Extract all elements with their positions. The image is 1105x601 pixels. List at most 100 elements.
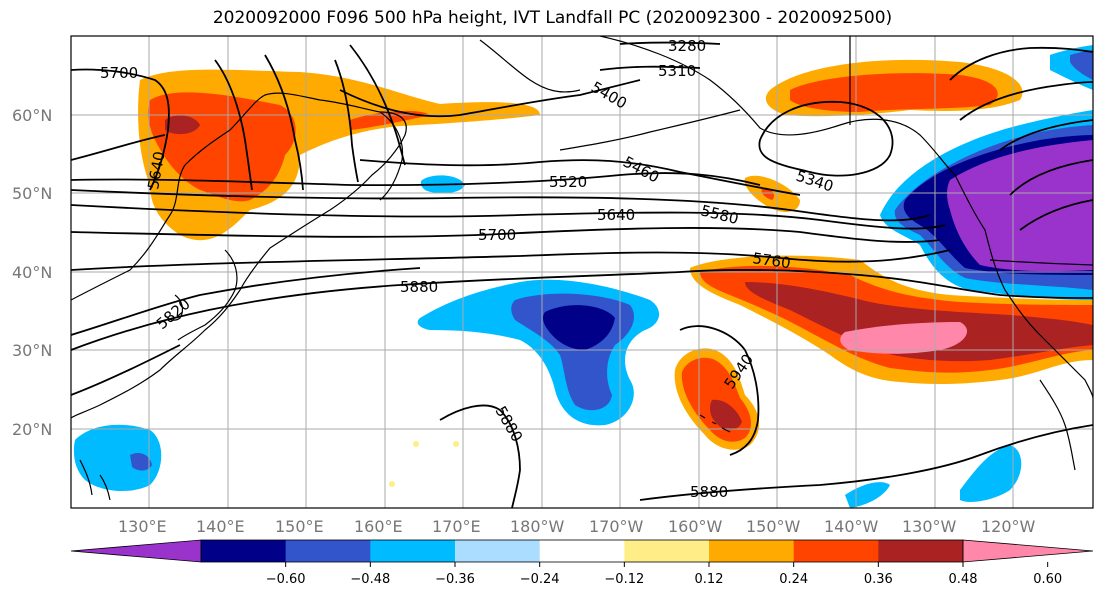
ivt-negative-core-sw	[130, 453, 152, 471]
contour-label-5880-c: 5880	[400, 278, 438, 296]
colorbar-segment-4	[455, 540, 541, 562]
ivt-negative-corner-ne-core	[1070, 50, 1093, 80]
contour-3280	[619, 41, 721, 45]
contour-5580-trough	[264, 54, 304, 191]
colorbar-tick-labels: −0.60 −0.48 −0.36 −0.24 −0.12 0.12 0.24 0.36 0.4…	[266, 572, 1062, 587]
contour-5340-loop	[758, 100, 894, 177]
ivt-positive-spot-3	[389, 481, 395, 487]
colorbar-segment-10	[962, 539, 1094, 563]
lon-label-120w: 120°W	[981, 517, 1036, 536]
lon-label-160w: 160°W	[668, 517, 723, 536]
contour-5940	[679, 325, 760, 456]
ivt-negative-deep-central	[543, 305, 615, 350]
border-canada-us	[989, 259, 1093, 266]
contour-label-5520: 5520	[549, 173, 587, 191]
colorbar-segment-0	[70, 539, 202, 563]
lon-label-150e: 150°E	[275, 517, 324, 536]
colorbar-segment-2	[285, 540, 371, 562]
contour-5640	[71, 204, 946, 230]
contour-rockies-3	[999, 119, 1093, 151]
lon-label-140w: 140°W	[824, 517, 879, 536]
contour-5640-trough	[214, 59, 253, 191]
lon-label-150w: 150°W	[746, 517, 801, 536]
contour-label-5880-s: 5880	[690, 483, 728, 501]
contour-5820	[71, 267, 421, 336]
colorbar-segment-3	[370, 540, 456, 562]
contour-5520	[71, 172, 761, 187]
colorbar-segment-7	[709, 540, 795, 562]
map-frame	[70, 35, 1094, 509]
coastline-baja	[1039, 379, 1076, 471]
contour-label-5700-nw: 5700	[100, 64, 138, 82]
contour-5760	[71, 249, 951, 271]
colorbar-tick-label-4: −0.12	[604, 572, 644, 587]
ivt-positive-dark-river	[745, 282, 1093, 362]
lon-label-170w: 170°W	[589, 517, 644, 536]
ivt-anomaly-fills	[73, 45, 1093, 508]
ivt-negative-max-nw	[947, 140, 1093, 272]
contour-5880-south	[639, 424, 1093, 501]
colorbar-tick-label-0: −0.60	[266, 572, 306, 587]
colorbar: −0.60 −0.48 −0.36 −0.24 −0.12 0.12 0.24 0.36 0.4…	[70, 539, 1094, 587]
colorbar-tick-label-9: 0.60	[1033, 572, 1062, 587]
ivt-positive-spot-1	[413, 441, 419, 447]
colorbar-tick-label-8: 0.48	[949, 572, 978, 587]
colorbar-tick-label-3: −0.24	[520, 572, 560, 587]
colorbar-segment-8	[793, 540, 879, 562]
colorbar-ticks	[285, 562, 1049, 567]
contour-rockies-4	[1009, 159, 1093, 196]
lat-label-50n: 50°N	[12, 184, 52, 203]
lon-label-130w: 130°W	[902, 517, 957, 536]
colorbar-tick-label-2: −0.36	[435, 572, 475, 587]
colorbar-outline	[200, 539, 964, 563]
contour-5400	[339, 79, 641, 118]
contour-5580	[71, 189, 931, 222]
height-contours	[71, 41, 1093, 508]
coastline-aleutians	[559, 109, 741, 151]
lon-label-140e: 140°E	[196, 517, 245, 536]
colorbar-tick-label-6: 0.24	[779, 572, 808, 587]
contour-5460-trough	[349, 44, 406, 166]
lon-label-170e: 170°E	[432, 517, 481, 536]
contour-5880-southwest	[71, 344, 181, 396]
colorbar-tick-label-1: −0.48	[350, 572, 390, 587]
lat-label-40n: 40°N	[12, 263, 52, 282]
coastline-asia	[71, 92, 407, 419]
contour-5700	[71, 227, 941, 243]
longitude-labels: 130°E 140°E 150°E 160°E 170°E 180°W 170°…	[118, 517, 1036, 536]
coastline-north-america	[954, 174, 1093, 399]
contour-label-5760: 5760	[751, 249, 791, 272]
contour-label-5640-c: 5640	[597, 206, 635, 224]
contour-5700-west	[71, 68, 170, 191]
ivt-positive-max-west	[165, 115, 200, 135]
lon-label-160e: 160°E	[354, 517, 403, 536]
contour-label-3280: 3280	[668, 37, 706, 55]
latitude-labels: 60°N 50°N 40°N 30°N 20°N	[12, 106, 52, 439]
lon-label-180w: 180°W	[510, 517, 565, 536]
colorbar-segments	[70, 539, 1094, 563]
contour-rockies-2	[959, 81, 1093, 121]
contour-5640-west	[71, 134, 166, 161]
coastline-philippines	[79, 459, 111, 501]
contour-label-5310: 5310	[658, 62, 696, 80]
contour-5460	[359, 159, 801, 196]
ivt-negative-region-sw	[73, 424, 162, 492]
colorbar-segment-6	[624, 540, 710, 562]
contour-rockies-5	[1019, 199, 1093, 231]
ivt-positive-spot-2	[453, 441, 459, 447]
colorbar-segment-5	[539, 540, 625, 562]
colorbar-segment-9	[878, 540, 964, 562]
lat-label-20n: 20°N	[12, 420, 52, 439]
contour-5880-north	[71, 268, 1093, 351]
lon-label-130e: 130°E	[118, 517, 167, 536]
lat-label-30n: 30°N	[12, 341, 52, 360]
ivt-positive-max-hawaii	[710, 399, 742, 430]
contour-5880-midpac	[439, 404, 521, 508]
coastline-bering	[479, 39, 581, 93]
contour-5520-trough	[334, 59, 359, 183]
coastline-japan	[177, 249, 238, 341]
ivt-negative-region-se	[960, 445, 1022, 502]
colorbar-segment-1	[201, 540, 287, 562]
lat-label-60n: 60°N	[12, 106, 52, 125]
